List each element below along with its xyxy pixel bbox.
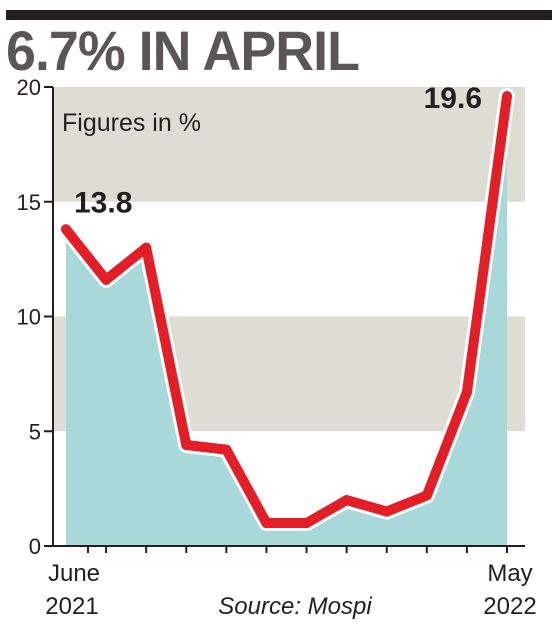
series-segment (381, 490, 432, 517)
x-tick-label-end-line1: May (487, 560, 532, 587)
y-axis-ticks: 0 5 10 15 20 (17, 75, 53, 559)
series-segment (461, 91, 512, 398)
series-segment (61, 224, 112, 285)
x-tick-label-end-line2: 2022 (483, 593, 536, 620)
data-point (181, 440, 192, 451)
data-point (381, 506, 392, 517)
chart-note: Figures in % (62, 109, 201, 137)
y-tick-label: 0 (29, 534, 41, 559)
data-point (221, 444, 232, 455)
data-label: 13.8 (74, 186, 132, 219)
data-point (61, 224, 71, 235)
x-tick-label-start-line2: 2021 (45, 593, 98, 620)
series-segment (341, 495, 392, 517)
y-tick-label: 10 (17, 305, 41, 330)
data-point (301, 518, 312, 529)
series-line (58, 88, 515, 531)
headline: 6.7% IN APRIL (6, 19, 360, 82)
data-point (101, 274, 112, 285)
data-point (502, 91, 512, 102)
data-point (421, 490, 432, 501)
source-note: Source: Mospi (218, 593, 372, 620)
y-tick-label: 20 (17, 75, 41, 100)
series-segment (101, 242, 152, 285)
x-axis-ticks (87, 546, 508, 553)
data-labels: 13.8 19.6 (74, 82, 482, 219)
y-tick-label: 5 (29, 419, 41, 444)
x-tick-label-start-line1: June (48, 560, 100, 587)
data-point (341, 495, 352, 506)
series-segment (141, 242, 192, 451)
series-segment (301, 495, 352, 529)
series-segment (221, 444, 272, 529)
background-band-0 (53, 87, 525, 202)
data-point (261, 518, 272, 529)
data-point (461, 387, 472, 398)
series-segment (421, 387, 472, 501)
top-rule (6, 10, 552, 20)
data-label: 19.6 (424, 82, 482, 115)
series-segment (181, 440, 232, 455)
data-point (141, 242, 152, 253)
y-tick-label: 15 (17, 190, 41, 215)
